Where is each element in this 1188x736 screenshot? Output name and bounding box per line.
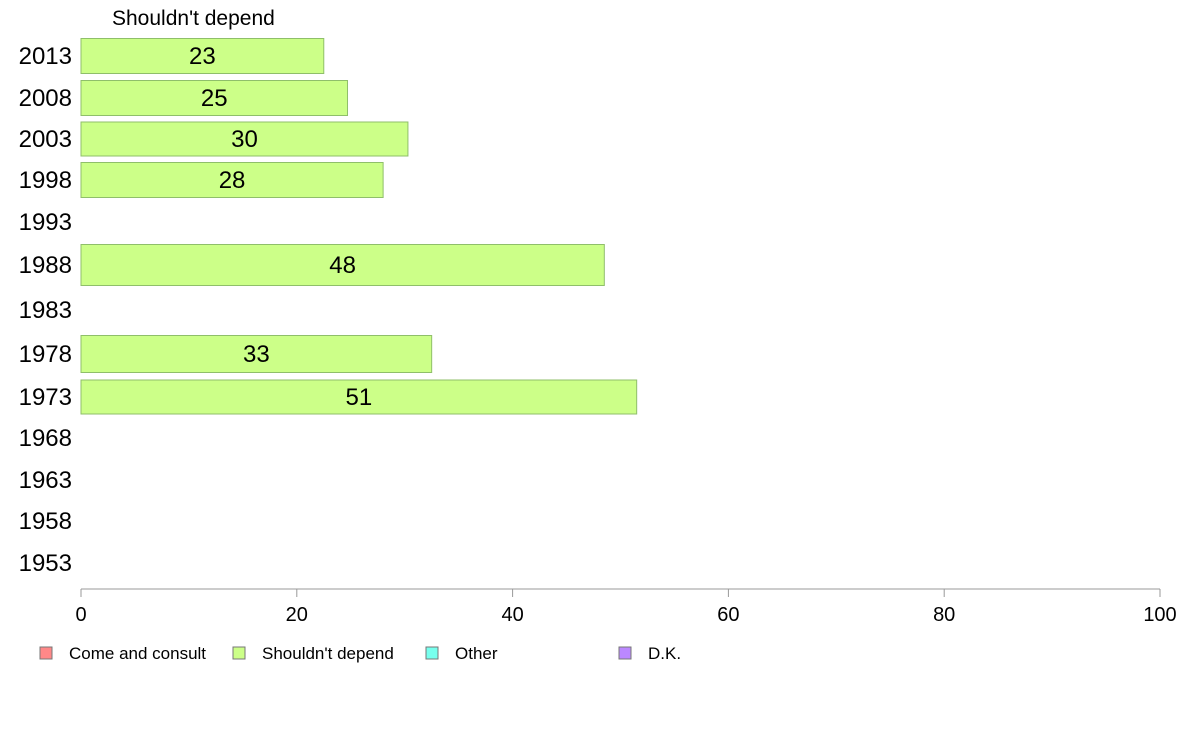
y-tick-label: 1998 (19, 167, 72, 194)
y-tick-label: 1953 (19, 550, 72, 577)
x-tick-label: 80 (933, 604, 955, 626)
bar-value-label: 30 (231, 126, 258, 153)
bar-value-label: 33 (243, 341, 270, 368)
bar-value-label: 48 (329, 252, 356, 279)
x-tick-label: 0 (75, 604, 86, 626)
legend-label: D.K. (648, 644, 681, 663)
y-tick-label: 2003 (19, 126, 72, 153)
legend-swatch (425, 646, 439, 660)
y-tick-label: 1968 (19, 425, 72, 452)
x-tick-label: 20 (286, 604, 308, 626)
x-tick-label: 60 (717, 604, 739, 626)
legend-label: Other (455, 644, 498, 663)
chart-title: Shouldn't depend (112, 7, 275, 30)
legend-label: Shouldn't depend (262, 644, 394, 663)
y-tick-label: 1978 (19, 341, 72, 368)
y-tick-label: 2013 (19, 43, 72, 70)
legend-swatch (232, 646, 246, 660)
y-tick-label: 1958 (19, 508, 72, 535)
x-tick-label: 40 (501, 604, 523, 626)
bar (80, 38, 325, 74)
bar (80, 244, 605, 286)
y-tick-label: 1963 (19, 467, 72, 494)
bar-value-label: 23 (189, 43, 216, 70)
y-tick-label: 1983 (19, 297, 72, 324)
legend-swatch (618, 646, 632, 660)
bar (80, 379, 638, 415)
y-tick-label: 1973 (19, 384, 72, 411)
x-tick-label: 100 (1143, 604, 1176, 626)
x-axis: 0 20 40 60 80 100 (75, 588, 1177, 626)
bar (80, 121, 409, 157)
y-tick-label: 1993 (19, 209, 72, 236)
y-axis-labels: 2013 2008 2003 1998 1993 1988 1983 1978 1973 1968… (19, 43, 72, 577)
legend-swatch (39, 646, 53, 660)
bar-value-label: 28 (219, 167, 246, 194)
y-tick-label: 1988 (19, 252, 72, 279)
legend: Come and consult Shouldn't depend Other D.K… (39, 644, 681, 663)
bar (80, 80, 349, 116)
y-tick-label: 2008 (19, 85, 72, 112)
bar (80, 335, 433, 373)
bar (80, 162, 384, 198)
bar-value-label: 25 (201, 85, 228, 112)
bar-value-label: 51 (345, 384, 372, 411)
legend-label: Come and consult (69, 644, 206, 663)
